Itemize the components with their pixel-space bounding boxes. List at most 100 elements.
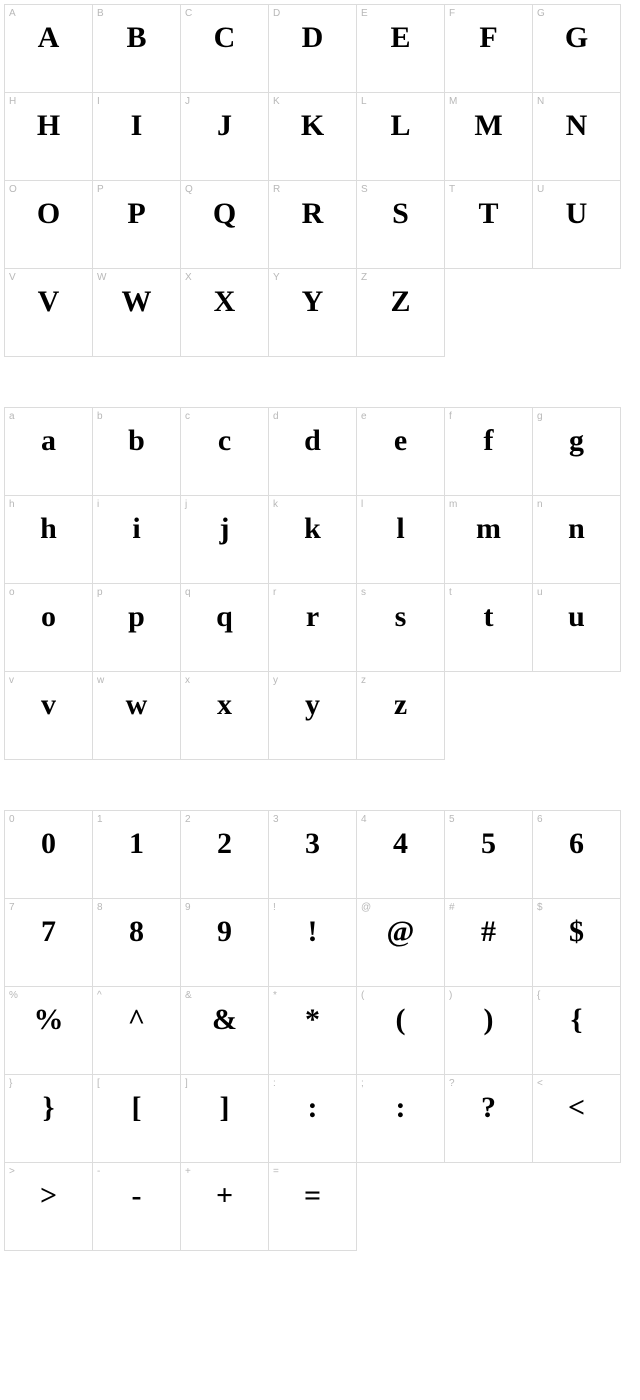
cell-label: r — [273, 587, 276, 598]
empty-cell — [533, 1163, 621, 1251]
cell-glyph: + — [181, 1181, 268, 1211]
glyph-cell: JJ — [181, 93, 269, 181]
cell-label: 8 — [97, 902, 103, 913]
cell-label: q — [185, 587, 191, 598]
cell-label: Q — [185, 184, 193, 195]
glyph-cell: ++ — [181, 1163, 269, 1251]
cell-label: I — [97, 96, 100, 107]
glyph-cell: cc — [181, 408, 269, 496]
cell-label: 1 — [97, 814, 103, 825]
cell-label: T — [449, 184, 455, 195]
glyph-cell: 88 — [93, 899, 181, 987]
cell-label: F — [449, 8, 455, 19]
cell-label: 4 — [361, 814, 367, 825]
empty-cell — [357, 1163, 445, 1251]
cell-glyph: C — [181, 23, 268, 53]
cell-label: G — [537, 8, 545, 19]
cell-glyph: R — [269, 199, 356, 229]
glyph-cell: )) — [445, 987, 533, 1075]
cell-label: R — [273, 184, 280, 195]
cell-glyph: 1 — [93, 829, 180, 859]
cell-glyph: z — [357, 690, 444, 720]
glyph-cell: WW — [93, 269, 181, 357]
cell-glyph: $ — [533, 917, 620, 947]
glyph-cell: 99 — [181, 899, 269, 987]
cell-glyph: j — [181, 514, 268, 544]
cell-glyph: % — [5, 1005, 92, 1035]
cell-glyph: 3 — [269, 829, 356, 859]
cell-label: # — [449, 902, 455, 913]
character-map: AABBCCDDEEFFGGHHIIJJKKLLMMNNOOPPQQRRSSTT… — [4, 4, 636, 1251]
glyph-cell: 11 — [93, 811, 181, 899]
glyph-cell: NN — [533, 93, 621, 181]
glyph-cell: TT — [445, 181, 533, 269]
glyph-cell: 00 — [5, 811, 93, 899]
cell-label: p — [97, 587, 103, 598]
glyph-cell: HH — [5, 93, 93, 181]
glyph-cell: << — [533, 1075, 621, 1163]
glyph-cell: hh — [5, 496, 93, 584]
cell-glyph: T — [445, 199, 532, 229]
glyph-cell: VV — [5, 269, 93, 357]
cell-label: 7 — [9, 902, 15, 913]
cell-glyph: g — [533, 426, 620, 456]
cell-glyph: : — [357, 1093, 444, 1123]
cell-label: < — [537, 1078, 543, 1089]
cell-glyph: # — [445, 917, 532, 947]
cell-label: s — [361, 587, 366, 598]
glyph-cell: ss — [357, 584, 445, 672]
cell-glyph: F — [445, 23, 532, 53]
glyph-cell: 33 — [269, 811, 357, 899]
glyph-cell: FF — [445, 5, 533, 93]
cell-glyph: q — [181, 602, 268, 632]
cell-label: 2 — [185, 814, 191, 825]
glyph-cell: }} — [5, 1075, 93, 1163]
cell-label: U — [537, 184, 544, 195]
cell-label: t — [449, 587, 452, 598]
glyph-cell: UU — [533, 181, 621, 269]
glyph-cell: BB — [93, 5, 181, 93]
glyph-cell: tt — [445, 584, 533, 672]
cell-label: y — [273, 675, 278, 686]
cell-glyph: s — [357, 602, 444, 632]
glyph-cell: 22 — [181, 811, 269, 899]
cell-glyph: - — [93, 1181, 180, 1211]
cell-label: ( — [361, 990, 364, 1001]
glyph-cell: ii — [93, 496, 181, 584]
glyph-cell: RR — [269, 181, 357, 269]
cell-label: u — [537, 587, 543, 598]
cell-label: H — [9, 96, 16, 107]
cell-glyph: * — [269, 1005, 356, 1035]
empty-cell — [445, 672, 533, 760]
cell-glyph: 4 — [357, 829, 444, 859]
cell-glyph: d — [269, 426, 356, 456]
glyph-cell: uu — [533, 584, 621, 672]
glyph-cell: vv — [5, 672, 93, 760]
glyph-cell: gg — [533, 408, 621, 496]
cell-glyph: W — [93, 287, 180, 317]
cell-label: @ — [361, 902, 371, 913]
glyph-cell: dd — [269, 408, 357, 496]
glyph-cell: xx — [181, 672, 269, 760]
cell-glyph: a — [5, 426, 92, 456]
glyph-cell: == — [269, 1163, 357, 1251]
cell-label: S — [361, 184, 368, 195]
glyph-cell: $$ — [533, 899, 621, 987]
cell-glyph: u — [533, 602, 620, 632]
cell-label: P — [97, 184, 104, 195]
cell-label: ! — [273, 902, 276, 913]
cell-glyph: 9 — [181, 917, 268, 947]
glyph-cell: >> — [5, 1163, 93, 1251]
cell-glyph: } — [5, 1093, 92, 1123]
cell-glyph: w — [93, 690, 180, 720]
glyph-cell: ww — [93, 672, 181, 760]
cell-label: J — [185, 96, 190, 107]
cell-glyph: h — [5, 514, 92, 544]
glyph-cell: kk — [269, 496, 357, 584]
cell-label: g — [537, 411, 543, 422]
glyph-cell: zz — [357, 672, 445, 760]
cell-label: % — [9, 990, 18, 1001]
glyph-cell: ## — [445, 899, 533, 987]
cell-label: Y — [273, 272, 280, 283]
glyph-cell: yy — [269, 672, 357, 760]
